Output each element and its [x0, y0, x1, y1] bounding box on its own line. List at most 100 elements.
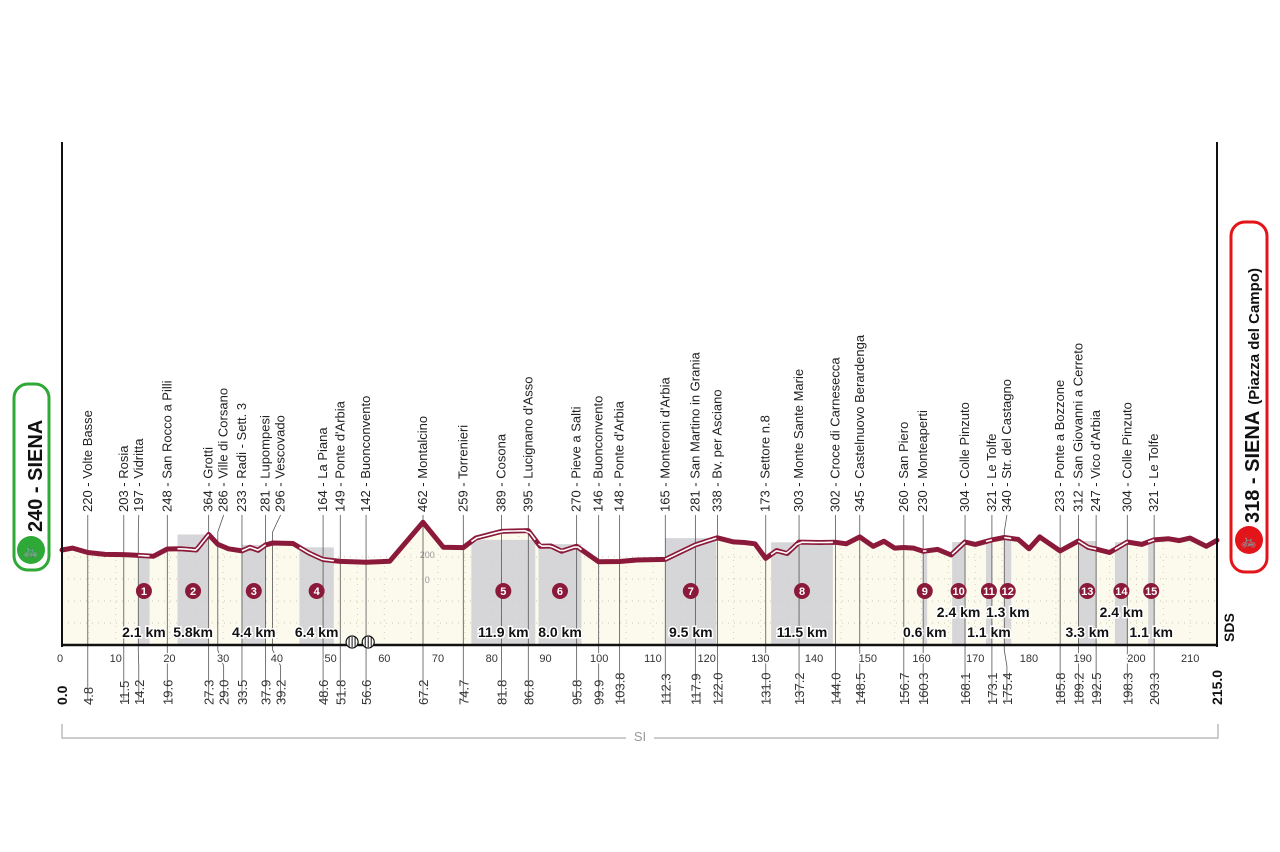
- waypoint-label: 286 - Ville di Corsano: [216, 388, 231, 512]
- sector-number: 5: [500, 586, 506, 598]
- sector-length: 9.5 km: [669, 624, 713, 640]
- waypoint-km: 185.8: [1053, 672, 1068, 705]
- sector-number-badge: [950, 583, 967, 599]
- waypoint-km: 4.8: [81, 687, 96, 705]
- waypoint-label: 173 - Settore n.8: [758, 415, 773, 512]
- waypoint-km: 103.8: [613, 672, 628, 705]
- sector-number: 6: [557, 586, 563, 598]
- gravel-sector-line: [177, 534, 210, 551]
- sector-number-badge: [682, 583, 699, 599]
- sector-number: 12: [1002, 586, 1014, 598]
- waypoint-km: 192.5: [1089, 672, 1104, 705]
- waypoint-label: 304 - Colle Pinzuto: [1119, 402, 1134, 512]
- x-tick-label: 170: [966, 653, 984, 665]
- sector-length: 8.0 km: [538, 624, 582, 640]
- waypoint-km: 112.3: [658, 673, 673, 705]
- waypoint-km: 29.0: [217, 680, 232, 705]
- gravel-sector-line: [538, 543, 582, 552]
- waypoint-label: 304 - Colle Pinzuto: [957, 402, 972, 512]
- x-tick-label: 30: [217, 653, 229, 665]
- waypoint-km: 175.4: [1000, 672, 1015, 705]
- waypoint-km: 160.3: [916, 672, 931, 705]
- sector-number-badge: [185, 583, 202, 599]
- sector-number-badge: [308, 583, 325, 599]
- x-tick-label: 210: [1181, 653, 1199, 665]
- gravel-sector-line: [1077, 540, 1097, 550]
- sector-number-badge: [1113, 583, 1130, 599]
- x-tick-label: 20: [163, 653, 175, 665]
- waypoint-label: 270 - Pieve a Salti: [569, 406, 584, 512]
- waypoint-km: 189.2: [1071, 672, 1086, 705]
- waypoint-label: 259 - Torrenieri: [455, 425, 470, 512]
- feed-zone-icon: [361, 635, 375, 649]
- sector-length: 11.9 km: [478, 624, 529, 640]
- waypoint-line: [272, 514, 282, 700]
- waypoint-km: 122.0: [710, 672, 725, 705]
- waypoint-km: 203.3: [1147, 672, 1162, 705]
- waypoint-km: 131.0: [759, 672, 774, 705]
- waypoint-km: 56.6: [359, 680, 374, 705]
- waypoint-km: 173.1: [985, 672, 1000, 705]
- gravel-sector-line: [951, 541, 966, 555]
- finish-km: 215.0: [1209, 670, 1225, 705]
- finish-cyclist-icon: [1235, 526, 1263, 554]
- waypoint-label: 233 - Radi - Sett. 3: [234, 403, 249, 512]
- waypoint-km: 95.8: [570, 680, 585, 705]
- waypoint-label: 340 - Str. del Castagno: [999, 379, 1014, 512]
- sector-number: 4: [314, 586, 321, 598]
- sector-length: 4.4 km: [232, 624, 276, 640]
- waypoint-label: 233 - Ponte a Bozzone: [1052, 380, 1067, 512]
- waypoint-label: 197 - Vidritta: [131, 438, 146, 512]
- waypoint-km: 19.6: [160, 680, 175, 705]
- gravel-sector-line: [1004, 536, 1012, 540]
- waypoint-km: 51.8: [333, 680, 348, 705]
- y-tick-label: 200: [420, 550, 435, 560]
- finish-badge: [1229, 220, 1269, 574]
- x-tick-label: 70: [432, 653, 444, 665]
- waypoint-label: 281 - Lupompesi: [258, 415, 273, 512]
- sector-number: 9: [922, 586, 928, 598]
- waypoint-km: 39.2: [274, 680, 289, 705]
- start-cyclist-icon: [17, 536, 45, 564]
- waypoint-label: 260 - San Piero: [896, 422, 911, 512]
- sector-number-badge: [916, 583, 933, 599]
- finish-label-sub: (Piazza del Campo): [1246, 268, 1263, 405]
- gravel-sector-line: [922, 550, 927, 553]
- sector-length: 6.4 km: [295, 624, 339, 640]
- x-tick-label: 10: [110, 653, 122, 665]
- x-tick-label: 100: [590, 653, 608, 665]
- sector-band: [138, 555, 150, 645]
- x-tick-label: 50: [324, 653, 336, 665]
- x-tick-label: 160: [912, 653, 930, 665]
- finish-label: 318 - SIENA (Piazza del Campo): [1242, 268, 1264, 523]
- waypoint-line: [217, 514, 225, 700]
- sector-number: 14: [1115, 586, 1128, 598]
- waypoint-label: 345 - Castelnuovo Berardenga: [852, 334, 867, 512]
- sector-length: 2.1 km: [122, 624, 166, 640]
- sector-number: 13: [1081, 586, 1093, 598]
- gravel-sector-line: [138, 554, 150, 557]
- x-tick-label: 150: [859, 653, 877, 665]
- sector-length: 0.6 km: [903, 624, 947, 640]
- x-tick-label: 90: [539, 653, 551, 665]
- waypoint-label: 164 - La Piana: [315, 427, 330, 512]
- waypoint-label: 321 - Le Tolfe: [1146, 433, 1161, 512]
- sector-number: 11: [983, 586, 995, 598]
- waypoint-label: 165 - Monteroni d'Arbia: [657, 377, 672, 512]
- sector-number: 15: [1145, 586, 1157, 598]
- x-tick-label: 80: [486, 653, 498, 665]
- waypoint-km: 156.7: [897, 672, 912, 705]
- start-badge: [12, 382, 51, 572]
- waypoint-label: 220 - Volte Basse: [80, 410, 95, 512]
- y-tick-label: 0: [425, 575, 430, 585]
- waypoint-label: 247 - Vico d'Arbia: [1088, 409, 1103, 512]
- sector-number-badge: [551, 583, 568, 599]
- waypoint-label: 395 - Lucignano d'Asso: [520, 377, 535, 512]
- waypoint-label: 281 - San Martino in Grania: [687, 352, 702, 512]
- sector-length: 5.8km: [173, 624, 213, 640]
- waypoint-label: 364 - Grotti: [201, 447, 216, 512]
- waypoint-label: 148 - Ponte d'Arbia: [612, 400, 627, 512]
- x-tick-label: 120: [697, 653, 715, 665]
- sector-length: 1.1 km: [1129, 624, 1173, 640]
